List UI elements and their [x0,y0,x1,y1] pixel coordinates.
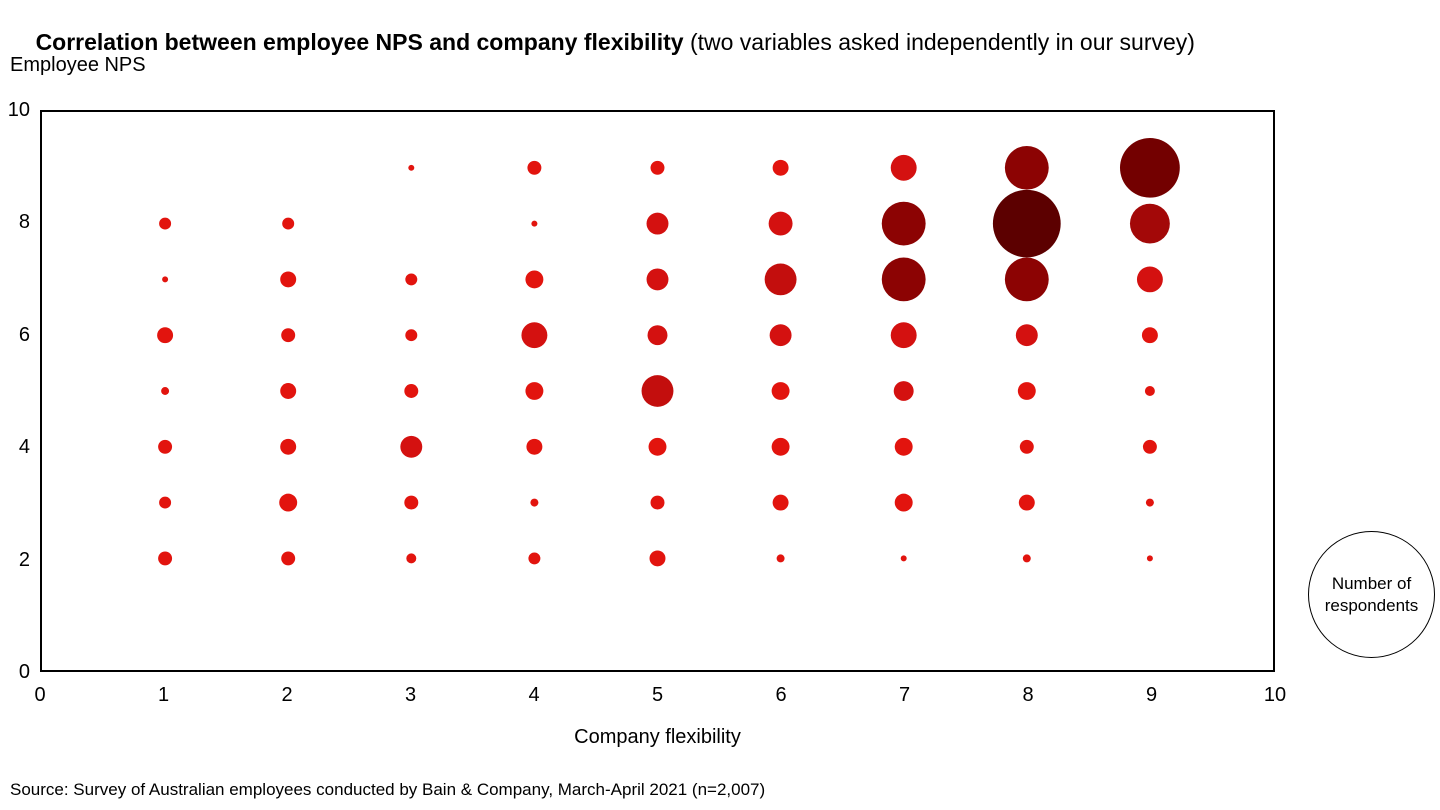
bubble [890,154,917,181]
bubble [1119,138,1180,198]
x-tick-label: 6 [775,684,787,706]
chart-title: Correlation between employee NPS and com… [10,2,1195,83]
source-note: Source: Survey of Australian employees c… [10,780,766,799]
bubble [158,439,173,454]
legend-label-line2: respondents [1324,595,1419,615]
chart-title-bold: Correlation between employee NPS and com… [35,29,684,55]
bubble [157,327,174,344]
bubble [1142,439,1157,454]
bubble [647,325,668,346]
bubble [530,498,539,507]
bubble [531,220,538,227]
bubble [527,160,542,175]
x-tick-label: 10 [1263,684,1287,706]
x-tick-label: 5 [651,684,664,706]
bubble [881,257,926,302]
x-axis-title: Company flexibility [574,726,741,748]
bubble [161,387,170,395]
x-tick-label: 1 [157,684,170,706]
bubble [406,553,417,564]
bubble [649,550,666,567]
x-tick-label: 8 [1022,684,1034,706]
bubble [1004,257,1049,302]
bubble [1015,324,1038,347]
bubble [1144,386,1155,396]
x-tick-label: 4 [528,684,540,706]
bubble-size-legend: Number of respondents [1308,531,1435,658]
bubble [281,551,296,566]
bubble [881,201,926,246]
bubble [1018,494,1035,511]
bubble [894,437,913,456]
bubble [771,437,790,456]
bubble [281,328,296,343]
y-tick-label: 0 [18,661,30,683]
bubble [771,382,790,400]
bubble [650,495,665,510]
bubble [893,381,914,401]
bubble [404,495,419,510]
bubble [521,322,548,349]
y-tick-label: 6 [18,323,30,346]
bubble [525,270,544,289]
bubble [900,555,907,562]
bubble [768,211,793,236]
x-tick-label: 9 [1145,684,1158,706]
bubble [400,435,423,458]
bubble [159,496,172,509]
bubble [280,438,297,455]
bubble [894,493,913,512]
bubble [776,554,785,563]
x-tick-label: 0 [34,684,46,706]
plot-area [40,110,1275,672]
bubble [405,273,418,286]
bubble [404,384,419,398]
bubble [1129,203,1170,244]
x-tick-label: 3 [404,684,417,706]
bubble [650,160,665,175]
y-tick-label: 8 [18,211,30,234]
bubble [282,217,295,230]
bubble [405,329,418,342]
bubble [1136,266,1163,293]
bubble [1019,439,1034,454]
bubble [528,552,541,565]
bubble [526,438,543,455]
x-tick-label: 2 [281,684,293,706]
bubble [1145,498,1154,507]
bubble [280,271,297,288]
bubble [162,276,169,283]
bubble [648,437,667,456]
bubble [1146,555,1153,562]
chart-title-subtitle: (two variables asked independently in ou… [683,29,1195,55]
bubble [772,494,789,511]
y-tick-label: 10 [7,99,30,121]
bubble [525,382,544,400]
bubble [641,375,674,407]
bubble [1004,145,1049,190]
y-tick-label: 2 [18,548,30,571]
bubble [646,268,669,291]
bubble [1141,327,1158,344]
bubble [992,189,1061,258]
bubble [764,263,797,296]
bubble [1017,382,1036,400]
bubble-plot [157,138,1180,567]
bubble [280,383,297,399]
y-tick-label: 4 [18,436,30,459]
bubble [279,493,298,512]
bubble [159,217,172,230]
x-tick-label: 7 [898,684,911,706]
bubble [408,164,415,171]
bubble [646,212,669,235]
legend-label-line1: Number of [1331,574,1412,594]
bubble [772,159,789,176]
bubble [158,551,173,566]
bubble [1022,554,1031,563]
y-axis-title: Employee NPS [10,54,146,76]
bubble [890,322,917,349]
bubble [769,324,792,347]
